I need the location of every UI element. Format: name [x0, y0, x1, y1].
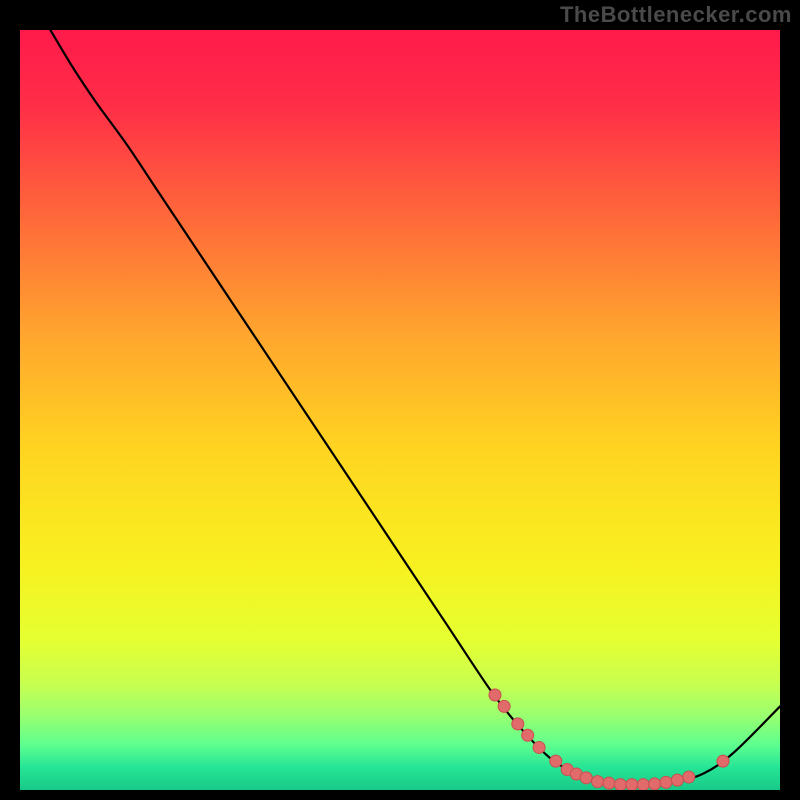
data-marker [660, 776, 672, 788]
data-marker [626, 779, 638, 790]
data-marker [489, 689, 501, 701]
data-marker [671, 774, 683, 786]
data-marker [512, 718, 524, 730]
data-marker [649, 778, 661, 790]
chart-container: TheBottlenecker.com [0, 0, 800, 800]
data-marker [498, 700, 510, 712]
data-marker [603, 777, 615, 789]
data-marker [717, 755, 729, 767]
data-marker [637, 779, 649, 790]
data-marker [592, 776, 604, 788]
chart-svg [20, 30, 780, 790]
data-marker [522, 729, 534, 741]
data-marker [550, 755, 562, 767]
data-marker [533, 741, 545, 753]
plot-area [20, 30, 780, 790]
data-marker [614, 779, 626, 790]
chart-background [20, 30, 780, 790]
watermark-text: TheBottlenecker.com [560, 2, 792, 28]
data-marker [580, 772, 592, 784]
data-marker [683, 771, 695, 783]
